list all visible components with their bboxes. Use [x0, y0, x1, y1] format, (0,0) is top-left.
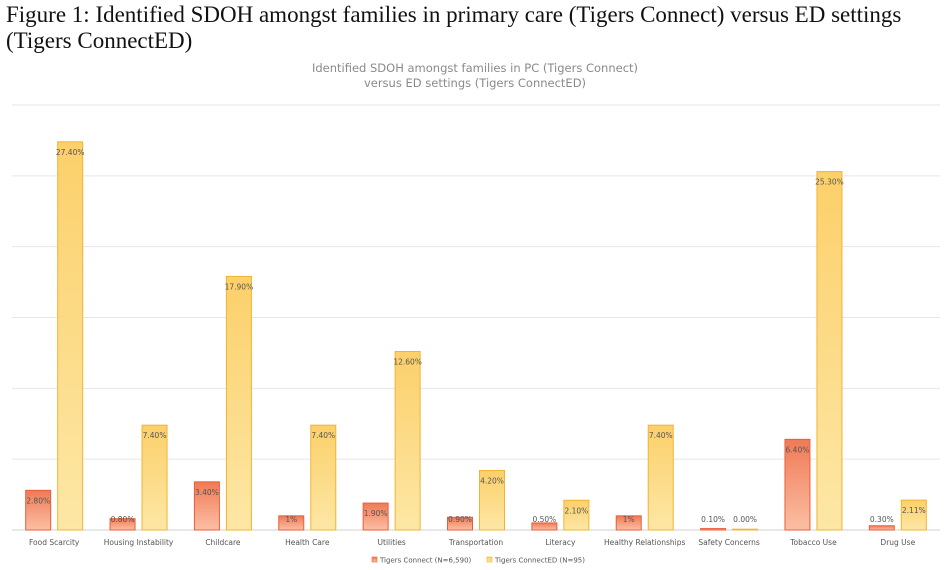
data-label-ed-1: 7.40% — [143, 431, 167, 440]
data-label-pc-0: 2.80% — [26, 496, 50, 505]
bar-ed-0 — [57, 141, 84, 531]
bar-pc-9 — [784, 438, 811, 531]
data-label-ed-6: 2.10% — [564, 506, 588, 515]
data-label-pc-9: 6.40% — [786, 445, 810, 454]
data-label-ed-3: 7.40% — [311, 431, 335, 440]
data-label-pc-7: 1% — [623, 515, 635, 524]
category-labels: Food Scarcity Housing Instability Childcar… — [29, 538, 916, 547]
data-label-pc-3: 1% — [285, 515, 297, 524]
data-label-pc-8: 0.10% — [701, 515, 725, 524]
data-label-pc-6: 0.50% — [532, 515, 556, 524]
data-label-ed-4: 12.60% — [393, 358, 422, 367]
bar-pc-3 — [278, 515, 305, 531]
bar-pc-10 — [868, 525, 895, 531]
data-label-pc-4: 1.90% — [364, 509, 388, 518]
bar-ed-3 — [310, 424, 337, 531]
category-label-2: Childcare — [205, 538, 241, 547]
bar-pc-4 — [362, 502, 389, 531]
bar-ed-7 — [647, 424, 674, 531]
data-label-ed-8: 0.00% — [733, 515, 757, 524]
data-label-ed-5: 4.20% — [480, 477, 504, 486]
bar-pc-6 — [531, 522, 558, 531]
data-label-ed-0: 27.40% — [56, 148, 85, 157]
bar-ed-2 — [225, 275, 252, 531]
category-label-5: Transportation — [448, 538, 503, 547]
data-label-pc-10: 0.30% — [870, 515, 894, 524]
bar-ed-8 — [732, 528, 759, 531]
bar-ed-1 — [141, 424, 168, 531]
bar-ed-6 — [563, 499, 590, 531]
bar-ed-5 — [479, 470, 505, 531]
chart-title-line-1: Identified SDOH amongst families in PC (… — [312, 61, 638, 75]
bar-pc-7 — [615, 515, 642, 531]
data-label-ed-7: 7.40% — [649, 431, 673, 440]
category-label-10: Drug Use — [880, 538, 915, 547]
chart-title: Identified SDOH amongst families in PC (… — [312, 61, 638, 90]
bar-pc-8 — [700, 528, 727, 531]
category-label-3: Health Care — [285, 538, 330, 547]
data-label-pc-2: 3.40% — [195, 488, 219, 497]
legend-swatch-1 — [486, 556, 493, 563]
data-label-ed-10: 2.11% — [902, 506, 926, 515]
bar-ed-4 — [394, 351, 421, 531]
legend-label-1: Tigers ConnectED (N=95) — [494, 557, 585, 565]
category-label-1: Housing Instability — [104, 538, 174, 547]
category-label-8: Safety Concerns — [698, 538, 759, 547]
data-label-pc-5: 0.90% — [448, 515, 472, 524]
data-labels: 2.80% 27.40% 0.80% 7.40% 3.40% 17.90% 1% 7.40% 1… — [26, 148, 925, 524]
legend-swatch-0 — [371, 556, 378, 563]
bar-pc-1 — [109, 518, 136, 531]
category-label-9: Tobacco Use — [789, 538, 837, 547]
bar-ed-9 — [816, 171, 843, 531]
category-label-4: Utilities — [378, 538, 406, 547]
category-label-6: Literacy — [545, 538, 576, 547]
bar-pc-2 — [193, 481, 220, 531]
data-label-ed-9: 25.30% — [815, 178, 844, 187]
chart-title-line-2: versus ED settings (Tigers ConnectED) — [364, 76, 586, 90]
bar-pc-0 — [25, 489, 52, 531]
data-label-ed-2: 17.90% — [225, 282, 254, 291]
legend-label-0: Tigers Connect (N=6,590) — [379, 557, 472, 565]
category-label-0: Food Scarcity — [29, 538, 80, 547]
bar-ed-10 — [900, 499, 927, 531]
category-label-7: Healthy Relationships — [604, 538, 685, 547]
legend: Tigers Connect (N=6,590) Tigers ConnectED… — [371, 556, 585, 565]
bar-pc-5 — [447, 516, 473, 531]
figure-caption: Figure 1: Identified SDOH amongst famili… — [6, 2, 902, 53]
bars — [25, 141, 927, 531]
data-label-pc-1: 0.80% — [111, 515, 135, 524]
